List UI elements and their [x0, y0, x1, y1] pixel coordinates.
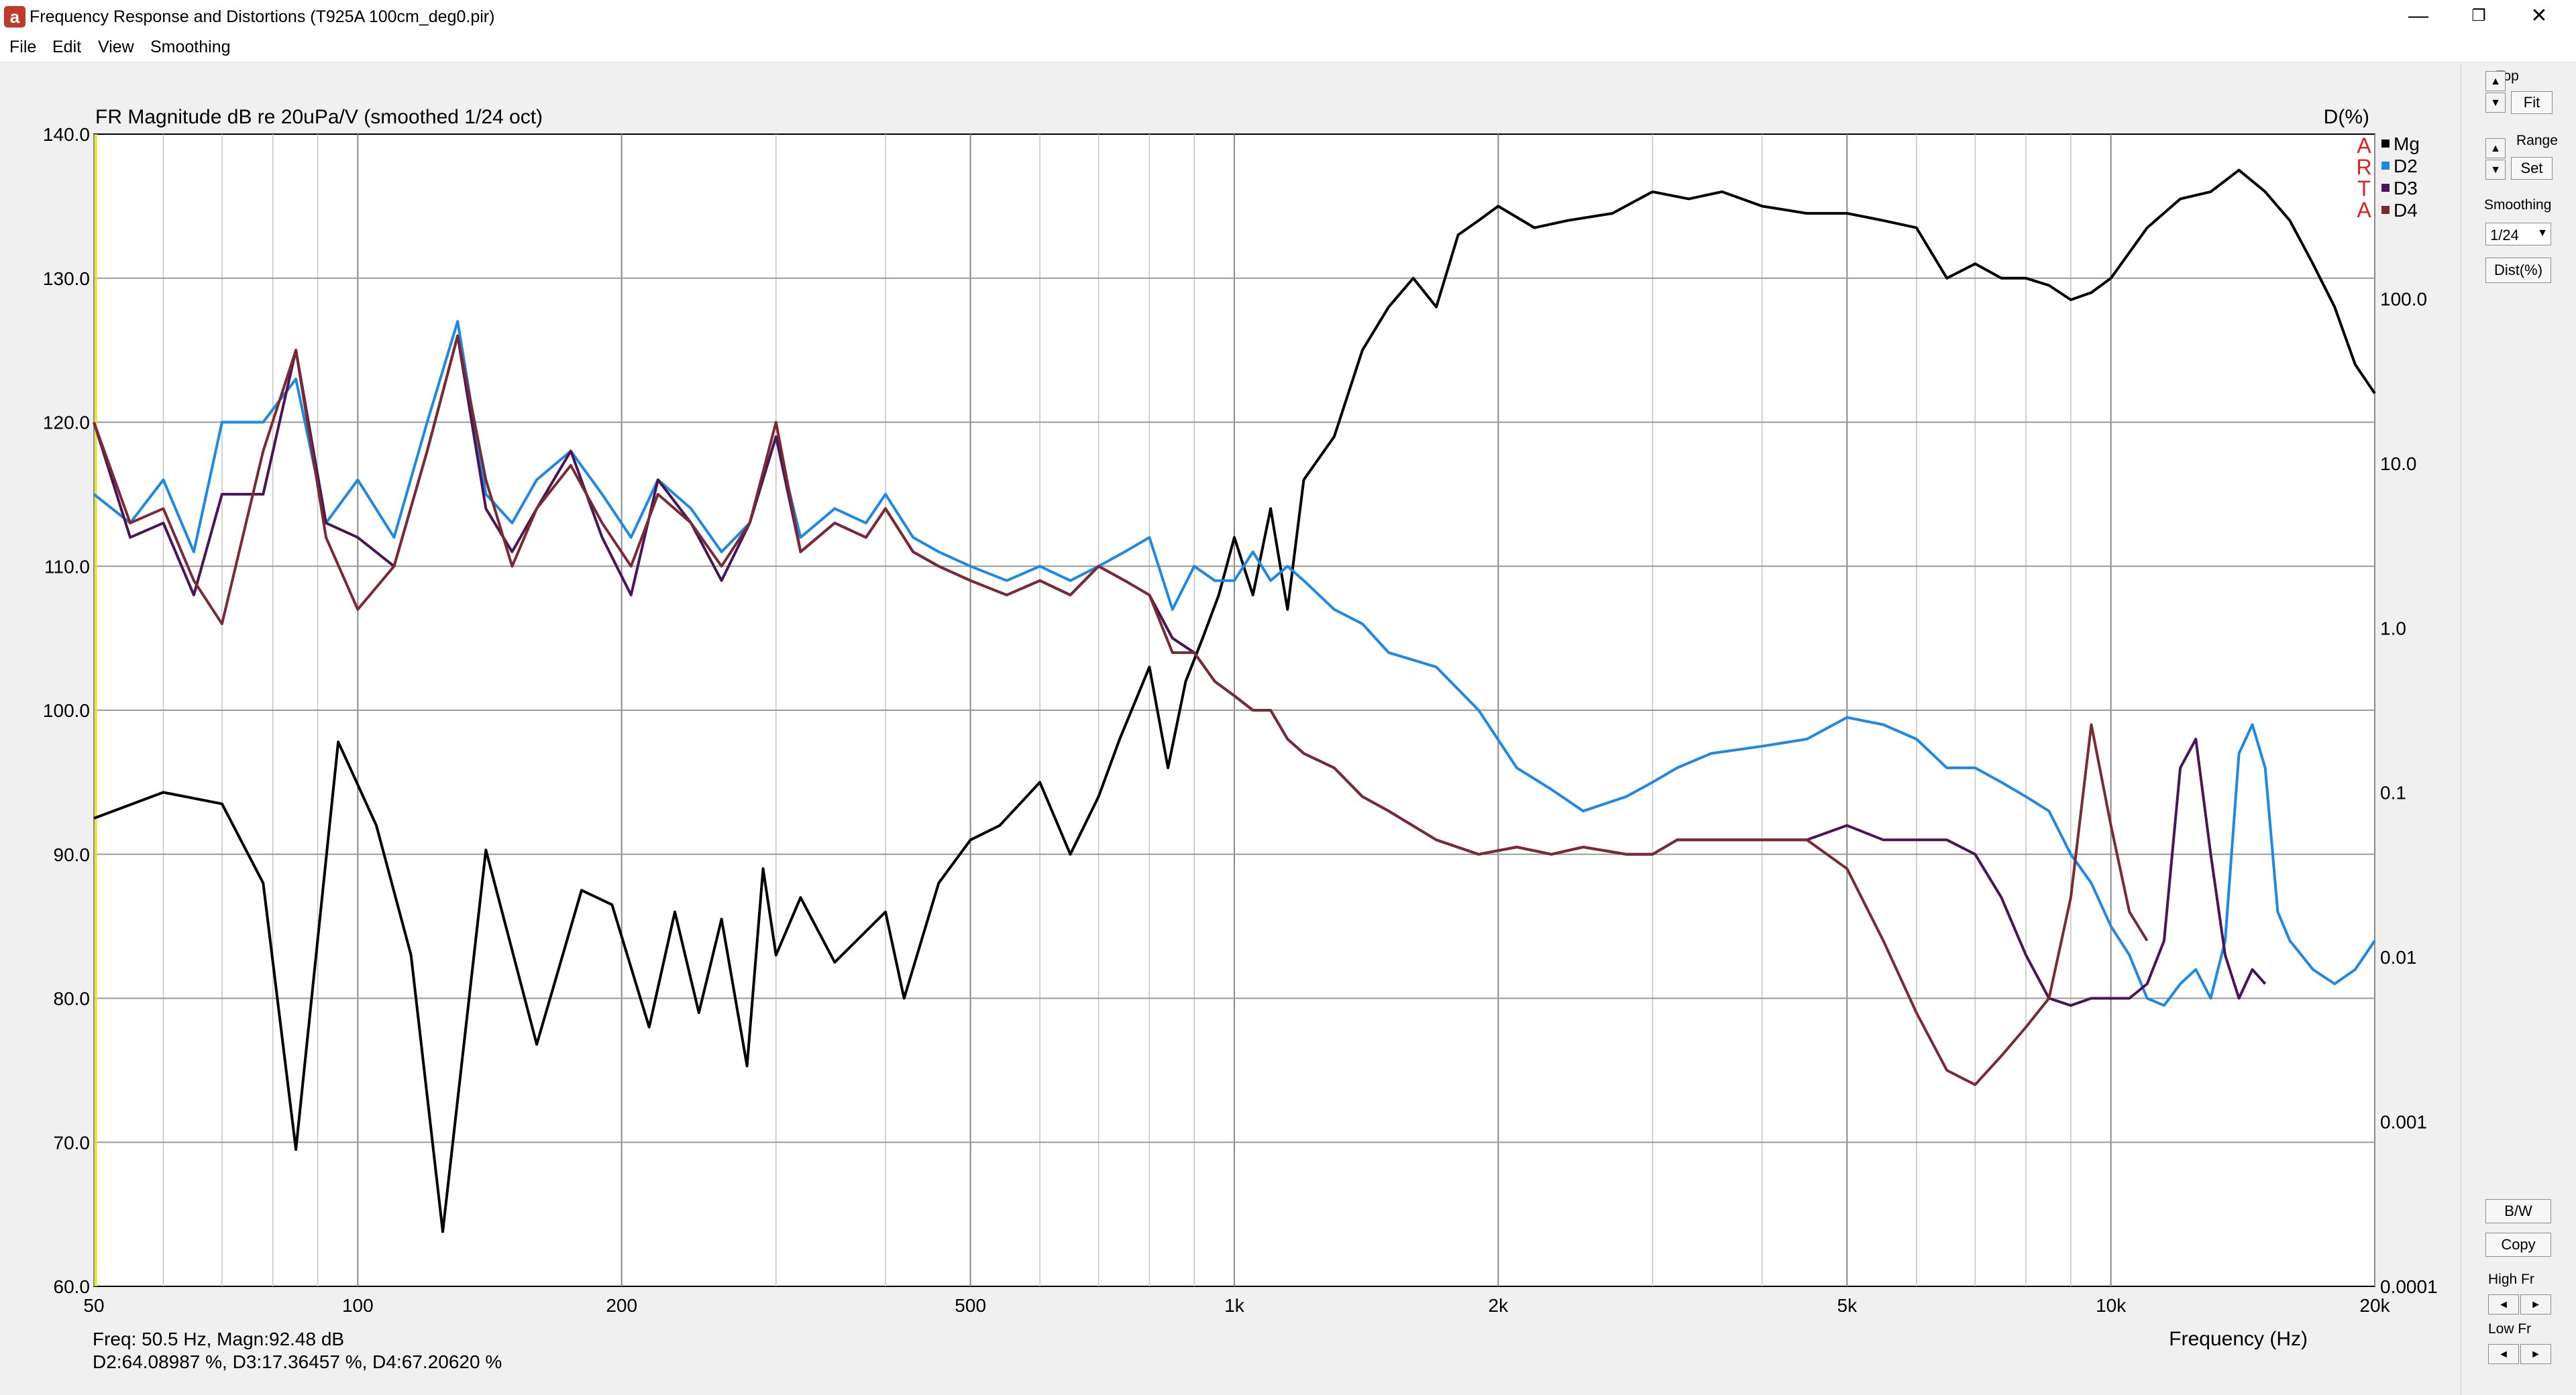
x-tick-label: 2k	[1489, 1295, 1509, 1316]
right-tick-label: 1.0	[2380, 618, 2406, 638]
watermark-letter-a1: A	[2357, 133, 2371, 158]
left-tick-label: 110.0	[44, 556, 90, 577]
smoothing-label: Smoothing	[2484, 197, 2552, 213]
x-tick-label: 10k	[2096, 1295, 2127, 1316]
legend-label-d4: D4	[2394, 200, 2418, 221]
legend-swatch-d4	[2381, 206, 2390, 214]
menu-file[interactable]: File	[9, 38, 37, 56]
smoothing-value: 1/24	[2490, 227, 2519, 243]
right-axis-title: D(%)	[2324, 106, 2369, 128]
grid-lines	[93, 134, 2375, 1286]
high-fr-label: High Fr	[2488, 1272, 2534, 1287]
x-tick-label: 200	[606, 1295, 637, 1316]
x-tick-label: 1k	[1224, 1295, 1245, 1316]
x-axis-label: Frequency (Hz)	[2169, 1328, 2308, 1350]
high-fr-right-button[interactable]: ►	[2520, 1294, 2551, 1315]
app-icon: a	[4, 6, 25, 27]
set-button[interactable]: Set	[2511, 157, 2553, 180]
plot-area[interactable]: 140.0 130.0 120.0 110.0 100.0 90.0 80.0 70.0 60.…	[0, 63, 2459, 1395]
title-bar: a Frequency Response and Distortions (T9…	[0, 0, 2576, 35]
x-tick-label: 100	[342, 1295, 374, 1316]
arta-watermark: A R T A	[2356, 133, 2371, 222]
watermark-letter-t: T	[2357, 176, 2371, 201]
legend-swatch-d3	[2381, 184, 2390, 192]
copy-button[interactable]: Copy	[2485, 1233, 2551, 1257]
left-tick-label: 80.0	[54, 989, 91, 1009]
axis-labels: 140.0 130.0 120.0 110.0 100.0 90.0 80.0 70.0 60.…	[43, 124, 2438, 1316]
right-tick-label: 0.01	[2380, 947, 2417, 968]
minimize-button[interactable]: —	[2408, 5, 2428, 27]
legend-label-d3: D3	[2394, 178, 2418, 199]
legend: Mg D2 D3 D4	[2381, 133, 2420, 221]
left-tick-label: 90.0	[54, 844, 91, 865]
plot-title: FR Magnitude dB re 20uPa/V (smoothed 1/2…	[95, 106, 543, 128]
x-tick-label: 500	[955, 1295, 986, 1316]
legend-swatch-mg	[2381, 140, 2390, 148]
bw-button[interactable]: B/W	[2485, 1199, 2551, 1223]
left-tick-label: 120.0	[43, 412, 90, 433]
high-fr-left-button[interactable]: ◄	[2488, 1294, 2519, 1315]
legend-swatch-d2	[2381, 162, 2390, 170]
right-tick-label: 0.0001	[2380, 1276, 2438, 1297]
low-fr-label: Low Fr	[2488, 1321, 2532, 1337]
right-tick-label: 0.001	[2380, 1112, 2427, 1133]
watermark-letter-r: R	[2356, 155, 2371, 179]
window-title: Frequency Response and Distortions (T925…	[30, 7, 495, 26]
right-tick-label: 10.0	[2380, 453, 2417, 474]
legend-label-d2: D2	[2394, 156, 2418, 176]
top-up-button[interactable]: ▲	[2485, 71, 2506, 91]
series-layer	[93, 168, 2376, 1233]
range-down-button[interactable]: ▼	[2485, 160, 2506, 180]
dist-percent-button[interactable]: Dist(%)	[2485, 258, 2551, 283]
cursor-readout-line2: D2:64.08987 %, D3:17.36457 %, D4:67.2062…	[93, 1351, 502, 1372]
menu-smoothing[interactable]: Smoothing	[150, 38, 231, 56]
menu-edit[interactable]: Edit	[52, 38, 82, 56]
range-label: Range	[2516, 133, 2558, 148]
smoothing-select[interactable]: 1/24 ▼	[2485, 223, 2551, 245]
right-tick-label: 0.1	[2380, 783, 2406, 803]
left-tick-label: 60.0	[54, 1276, 91, 1297]
left-tick-label: 130.0	[43, 268, 90, 289]
series-line-d4	[93, 334, 2149, 1086]
menu-bar: File Edit View Smoothing	[0, 35, 2576, 62]
legend-label-mg: Mg	[2394, 133, 2420, 154]
menu-view[interactable]: View	[98, 38, 134, 56]
cursor-readout-line1: Freq: 50.5 Hz, Magn:92.48 dB	[93, 1329, 344, 1349]
low-fr-right-button[interactable]: ►	[2520, 1344, 2551, 1364]
left-tick-label: 140.0	[43, 124, 90, 145]
left-tick-label: 100.0	[43, 700, 90, 721]
close-button[interactable]: ✕	[2530, 5, 2548, 27]
x-tick-label: 5k	[1837, 1295, 1858, 1316]
watermark-letter-a2: A	[2357, 198, 2371, 222]
x-tick-label: 50	[83, 1295, 104, 1316]
frequency-response-chart[interactable]: 140.0 130.0 120.0 110.0 100.0 90.0 80.0 70.0 60.…	[0, 63, 2459, 1395]
series-line-mg	[93, 168, 2376, 1233]
range-up-button[interactable]: ▲	[2485, 138, 2506, 158]
restore-button[interactable]: ❐	[2471, 7, 2486, 25]
x-tick-label: 20k	[2359, 1295, 2390, 1316]
fit-button[interactable]: Fit	[2511, 91, 2553, 114]
low-fr-left-button[interactable]: ◄	[2488, 1344, 2519, 1364]
right-tick-label: 100.0	[2380, 288, 2427, 309]
chevron-down-icon: ▼	[2537, 227, 2548, 239]
top-down-button[interactable]: ▼	[2485, 93, 2506, 113]
control-panel: Top ▲ ▼ Fit Range ▲ ▼ Set Smoothing 1/24…	[2461, 63, 2576, 1395]
left-tick-label: 70.0	[54, 1132, 91, 1153]
series-line-d2	[93, 320, 2376, 1007]
